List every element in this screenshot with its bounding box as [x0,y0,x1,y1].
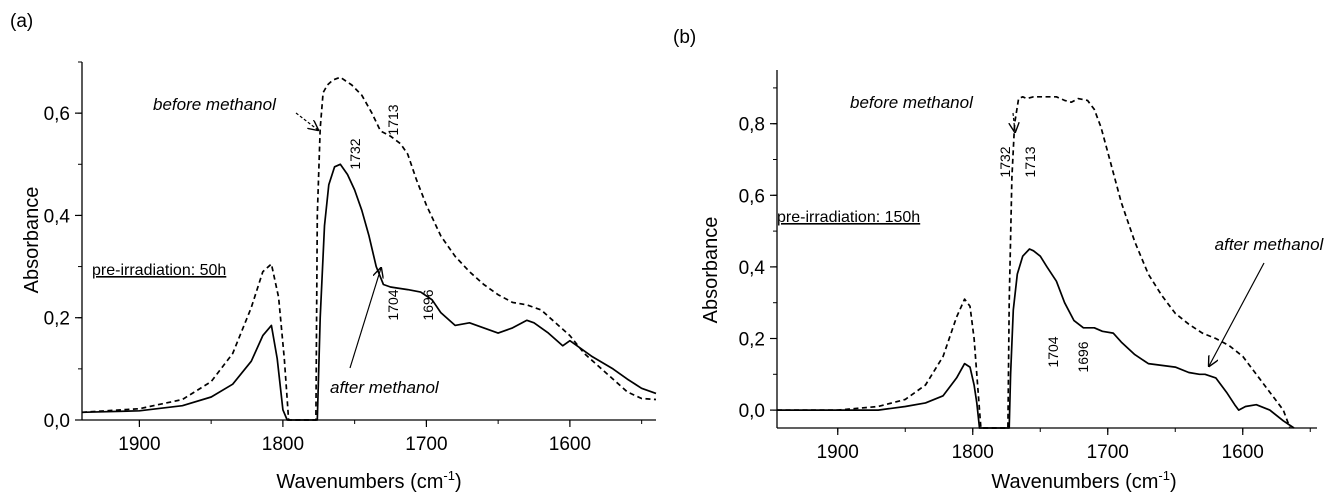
x-tick-label-b-2: 1700 [1087,442,1129,463]
x-tick-label-b-0: 1900 [817,442,859,463]
y-tick-label-a-2: 0,4 [44,206,71,227]
label-after-methanol-a: after methanol [330,378,440,397]
y-tick-label-b-3: 0,6 [739,186,765,207]
peak-label-1713-a: 1713 [385,104,401,135]
condition-label-a: pre-irradiation: 50h [92,262,226,279]
peak-label-1732-a: 1732 [347,138,363,169]
panel-letter-b: (b) [673,27,696,48]
x-tick-label-a-1: 1800 [262,434,304,455]
x-tick-label-a-2: 1700 [405,434,447,455]
series-line-after-methanol-a [81,163,657,421]
chart-a-svg: (a) Absorbance Wavenumbers (cm-1) pre-ir… [10,11,657,493]
y-tick-label-b-1: 0,2 [739,330,765,351]
y-tick-label-b-2: 0,4 [739,258,766,279]
condition-label-b: pre-irradiation: 150h [777,209,920,226]
chart-panel-a: (a) Absorbance Wavenumbers (cm-1) pre-ir… [10,11,657,493]
chart-b-svg: (b) Absorbance Wavenumbers (cm-1) pre-ir… [673,27,1325,493]
peak-label-1704-b: 1704 [1045,336,1061,367]
peak-label-1696-a: 1696 [420,289,436,320]
label-before-methanol-b: before methanol [850,93,974,112]
label-before-methanol-a: before methanol [153,95,277,114]
peak-label-1732-b: 1732 [997,146,1013,177]
y-tick-label-a-1: 0,2 [44,309,70,330]
y-axis-title-a: Absorbance [21,187,43,294]
series-line-before-methanol-b [777,95,1291,429]
y-tick-label-b-0: 0,0 [739,401,765,422]
annotation-arrow-b-1 [1209,262,1265,366]
chart-panel-b: (b) Absorbance Wavenumbers (cm-1) pre-ir… [665,0,1330,497]
y-tick-label-a-0: 0,0 [44,411,70,432]
peak-label-1713-b: 1713 [1022,146,1038,177]
peak-label-1696-b: 1696 [1075,341,1091,372]
annotation-arrow-a-1 [349,268,381,369]
annotation-arrow-b-0 [1013,112,1015,132]
x-tick-label-b-1: 1800 [952,442,994,463]
series-line-before-methanol-a [81,76,657,421]
y-tick-label-b-4: 0,8 [739,115,765,136]
y-tick-label-a-3: 0,6 [44,104,70,125]
series-line-after-methanol-b [777,248,1295,429]
panel-letter-a: (a) [10,11,33,32]
annotation-arrow-a-0 [295,112,318,130]
peak-label-1704-a: 1704 [385,289,401,320]
x-tick-label-a-0: 1900 [118,434,160,455]
y-axis-title-b: Absorbance [700,217,722,324]
label-after-methanol-b: after methanol [1215,235,1325,254]
x-axis-title-b: Wavenumbers (cm-1) [991,468,1176,493]
x-axis-title-a: Wavenumbers (cm-1) [276,468,461,493]
x-tick-label-a-3: 1600 [549,434,591,455]
x-tick-label-b-3: 1600 [1222,442,1264,463]
